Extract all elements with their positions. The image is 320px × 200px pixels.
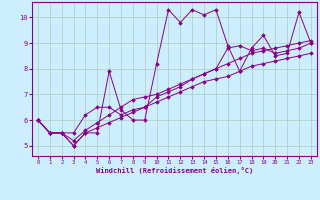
X-axis label: Windchill (Refroidissement éolien,°C): Windchill (Refroidissement éolien,°C) bbox=[96, 167, 253, 174]
